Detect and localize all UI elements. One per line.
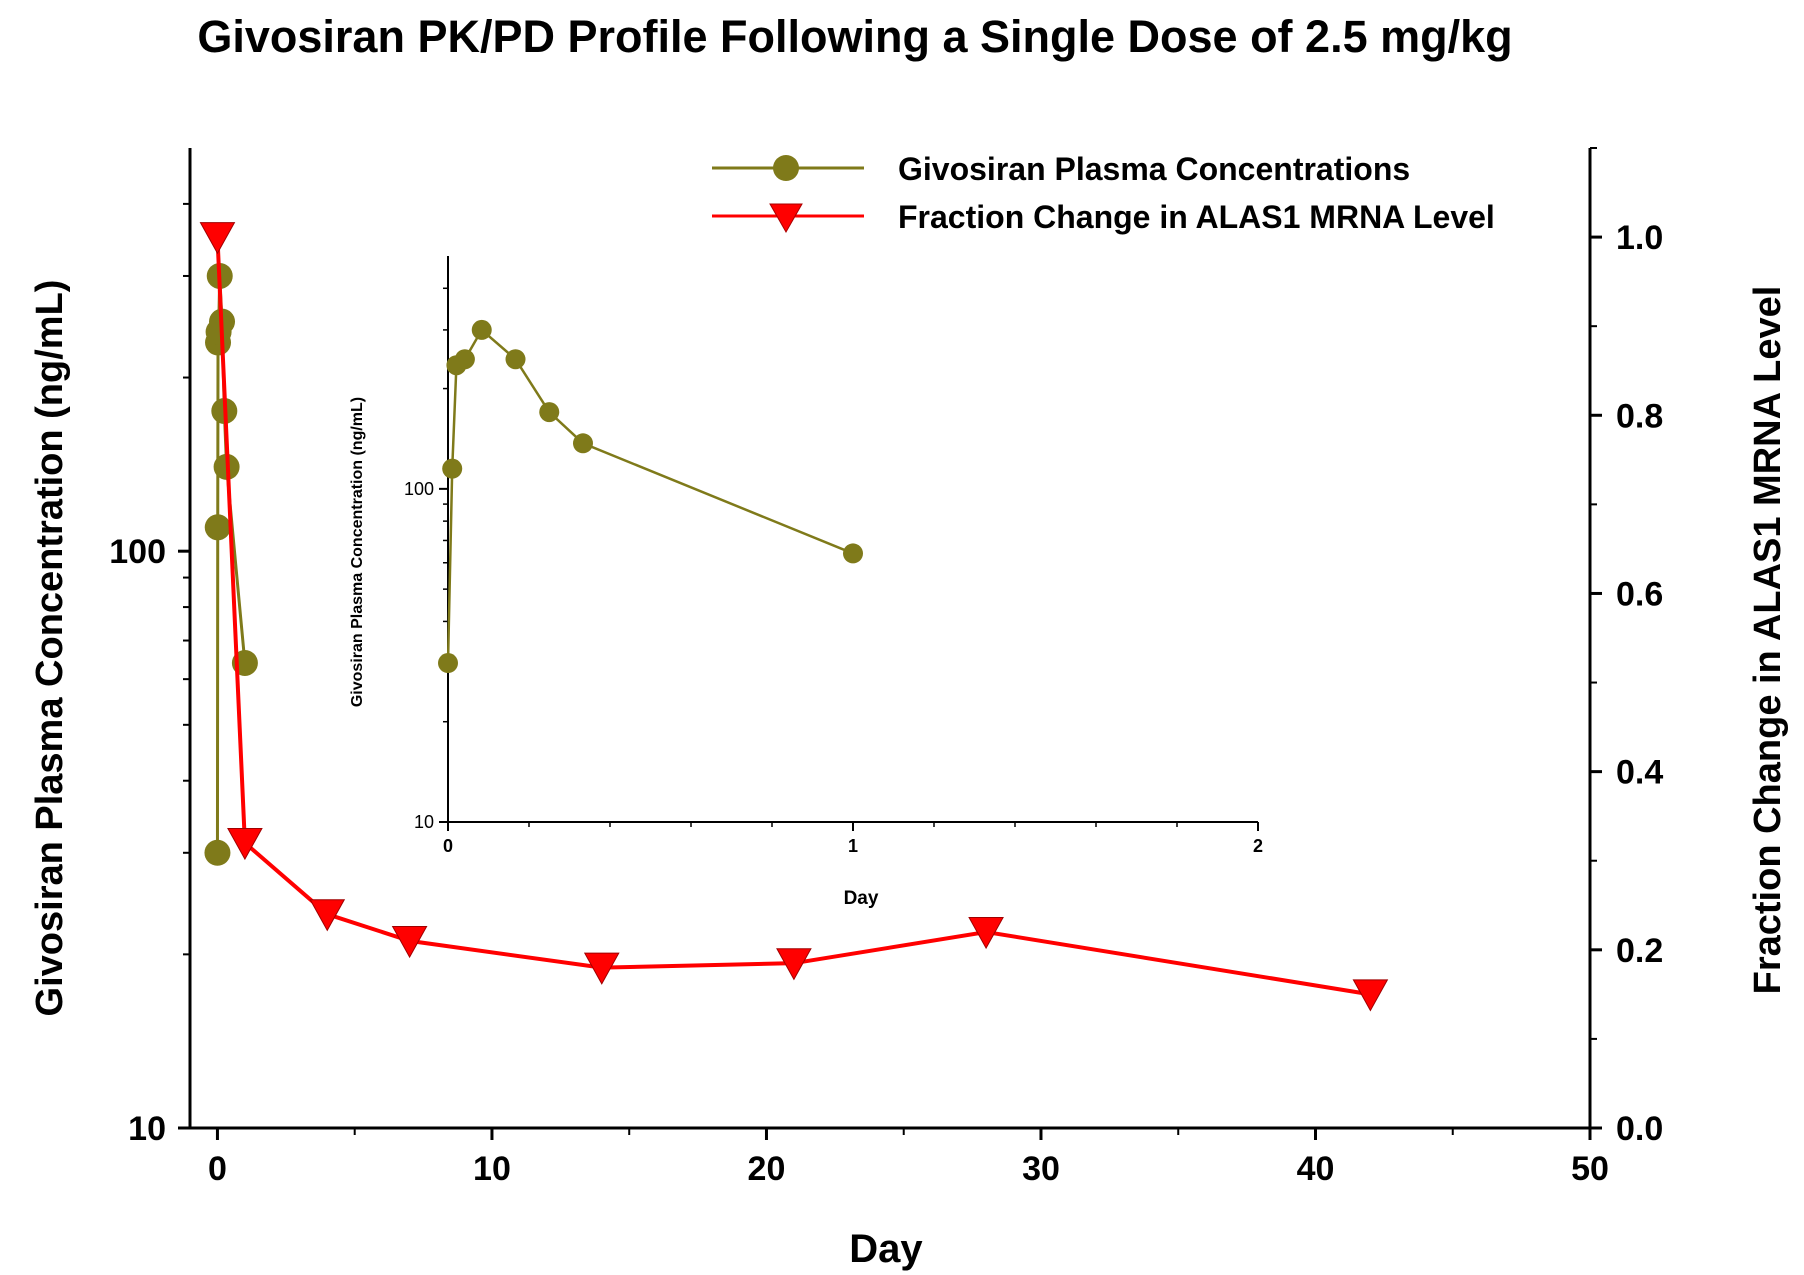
inset-x-tick-label: 1: [848, 836, 858, 856]
inset-x-tick-label: 2: [1253, 836, 1263, 856]
inset-x-axis-label: Day: [844, 888, 879, 909]
x-tick-label: 0: [208, 1150, 227, 1188]
x-tick-label: 50: [1571, 1150, 1609, 1188]
inset-x-tick-label: 0: [443, 836, 453, 856]
inset-plasma-data-point: [438, 653, 458, 674]
legend-label-alas1: Fraction Change in ALAS1 MRNA Level: [898, 199, 1495, 235]
y2-tick-label: 0.8: [1616, 397, 1663, 435]
y2-tick-label: 1.0: [1616, 219, 1663, 257]
x-tick-label: 10: [473, 1150, 511, 1188]
y2-tick-label: 0.0: [1616, 1110, 1663, 1148]
plasma-data-point: [204, 514, 231, 541]
y2-axis-label: Fraction Change in ALAS1 MRNA Level: [1747, 286, 1789, 995]
alas1-data-point: [309, 899, 346, 932]
y2-tick-label: 0.6: [1616, 575, 1663, 613]
inset-plasma-data-point: [843, 543, 863, 564]
x-tick-label: 30: [1022, 1150, 1060, 1188]
plasma-data-point: [204, 839, 231, 866]
inset-plasma-data-point: [572, 433, 593, 454]
inset-y-tick-label: 10: [414, 812, 434, 832]
alas1-data-point: [391, 925, 428, 959]
y-tick-label: 100: [109, 533, 166, 571]
y-axis-label: Givosiran Plasma Concentration (ng/mL): [29, 280, 71, 1017]
x-tick-label: 20: [748, 1150, 786, 1188]
y2-tick-label: 0.2: [1616, 932, 1663, 970]
y-tick-label: 10: [128, 1110, 166, 1148]
inset-plasma-data-point: [442, 458, 463, 479]
inset-plasma-data-point: [539, 402, 560, 423]
x-tick-label: 40: [1297, 1150, 1335, 1188]
alas1-series-line: [215, 237, 1371, 997]
alas1-data-point: [968, 917, 1004, 950]
alas1-data-point: [583, 952, 620, 985]
alas1-data-point: [199, 222, 236, 255]
legend-label-plasma: Givosiran Plasma Concentrations: [898, 151, 1410, 187]
legend: Givosiran Plasma Concentrations Fraction…: [712, 151, 1495, 235]
inset-plasma-data-point: [505, 349, 526, 370]
alas1-data-point: [776, 948, 812, 981]
legend-marker-plasma: [773, 155, 799, 181]
inset-axes: 0 1 2 10 100: [404, 256, 1263, 856]
inset-y-axis-label: Givosiran Plasma Concentration (ng/mL): [349, 397, 366, 707]
y2-tick-label: 0.4: [1616, 754, 1663, 792]
legend-marker-alas1: [769, 203, 803, 234]
inset-plasma-data-point: [471, 319, 492, 340]
inset-plasma-series-line: [446, 327, 854, 664]
chart-title: Givosiran PK/PD Profile Following a Sing…: [197, 11, 1512, 62]
alas1-data-point: [227, 827, 263, 861]
main-series-layer: [199, 222, 1389, 1012]
inset-series-layer: [438, 319, 863, 674]
inset-y-tick-label: 100: [404, 479, 434, 499]
inset-plasma-data-point: [454, 349, 475, 370]
alas1-data-point: [1352, 979, 1389, 1012]
x-axis-label: Day: [849, 1227, 923, 1271]
